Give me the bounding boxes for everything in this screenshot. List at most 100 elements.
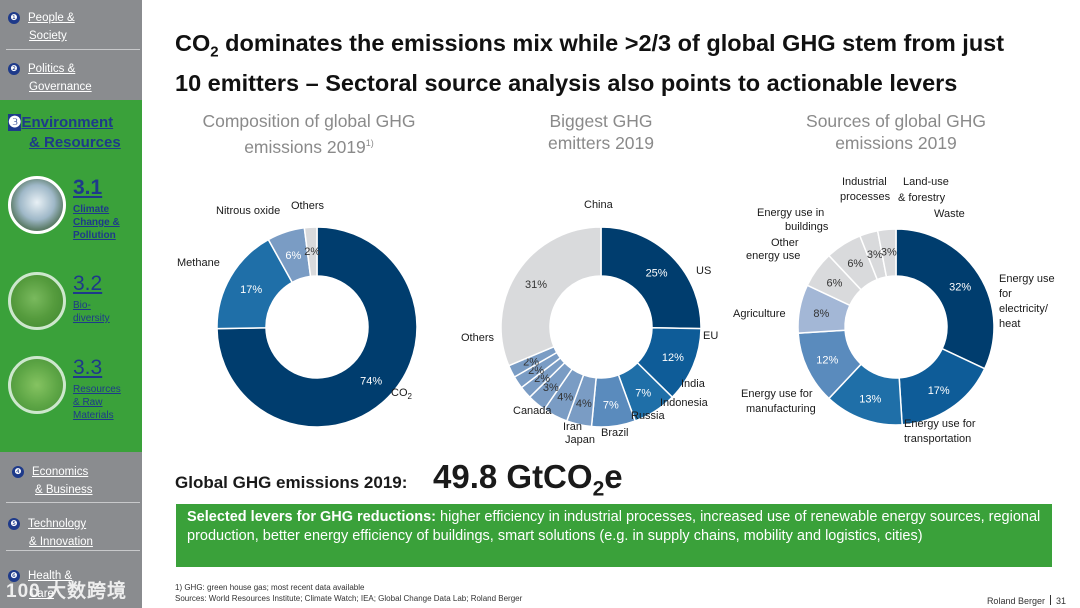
subnav-climate[interactable]: 3.1 Climate Change & Pollution <box>6 176 140 248</box>
subnav-code[interactable]: 3.3 <box>73 356 103 379</box>
value-label: 17% <box>240 284 262 296</box>
donut-segment-indonesia <box>565 373 597 428</box>
subnav-label-line: & Raw <box>73 397 103 408</box>
category-label: manufacturing <box>746 403 816 415</box>
donut-segment-energy-use-for-transportation <box>898 347 986 426</box>
value-label: 25% <box>646 267 668 279</box>
donut-segment-energy-use-in-buildings <box>806 254 863 307</box>
category-label: Others <box>461 332 495 344</box>
total-label: Global GHG emissions 2019: <box>175 473 408 492</box>
donut-segment-eu <box>617 361 674 422</box>
nav-link[interactable]: Health & <box>28 570 73 582</box>
value-label: 31% <box>525 279 547 291</box>
category-label: Industrial <box>842 176 887 188</box>
category-label: transportation <box>904 433 971 445</box>
category-label: EU <box>703 330 718 342</box>
levers-callout: Selected levers for GHG reductions: high… <box>176 504 1052 567</box>
total-emissions: Global GHG emissions 2019: 49.8 GtCO2e <box>175 458 875 501</box>
donut-segment-land-use-forestry <box>858 229 888 281</box>
category-label: electricity/ <box>999 303 1049 315</box>
nav-item-technology[interactable]: ❺ Technology & Innovation <box>0 514 142 550</box>
donut-segment-china <box>600 226 702 330</box>
category-label: Russia <box>631 410 666 422</box>
nav-link[interactable]: Politics & <box>28 63 76 75</box>
page-number: 31 <box>1055 596 1066 606</box>
footnote-line: 1) GHG: green house gas; most recent dat… <box>175 583 365 592</box>
nav-item-environment-active[interactable]: ❸Environment & Resources 3.1 Climate Cha… <box>0 100 142 452</box>
value-label: 6% <box>847 258 863 270</box>
subnav-label-line: diversity <box>73 313 110 324</box>
nav-item-health[interactable]: ❻ Health & Care <box>0 566 142 602</box>
value-label: 4% <box>576 398 592 410</box>
nav-item-politics[interactable]: ❷ Politics & Governance <box>0 59 142 95</box>
nav-link[interactable]: Governance <box>29 81 92 93</box>
value-label: 2% <box>523 357 539 369</box>
nav-link[interactable]: Technology <box>28 518 87 530</box>
category-label: China <box>584 199 614 211</box>
page-title: CO2 dominates the emissions mix while >2… <box>175 28 1055 99</box>
subnav-label-line: Bio- <box>73 300 91 311</box>
category-label: Land-use <box>903 176 949 188</box>
nav-item-economics[interactable]: ❹ Economics & Business <box>0 462 142 498</box>
nav-link[interactable]: Environment <box>21 114 114 131</box>
category-label: Energy use in <box>757 207 824 219</box>
donut-segment-waste <box>876 228 897 278</box>
category-label: & forestry <box>898 192 946 204</box>
subnav-code[interactable]: 3.1 <box>73 176 103 199</box>
value-label: 12% <box>662 352 684 364</box>
nav-link[interactable]: Economics <box>32 466 89 478</box>
title-text: 10 emitters – Sectoral source analysis a… <box>175 69 958 96</box>
donut-segment-energy-use-for-manufacturing <box>827 363 903 426</box>
nav-divider <box>6 502 140 503</box>
subnav-resources[interactable]: 3.3 Resources & Raw Materials <box>6 356 140 426</box>
nav-link[interactable]: Care <box>29 588 54 600</box>
subnav-biodiversity[interactable]: 3.2 Bio- diversity <box>6 272 140 332</box>
donut-segment-others <box>303 226 318 278</box>
subnav-label-line: Pollution <box>73 230 116 241</box>
nav-environment-title[interactable]: ❸Environment & Resources <box>8 113 121 153</box>
subnav-label[interactable]: Bio- diversity <box>73 299 110 325</box>
nav-link[interactable]: People & <box>28 12 75 24</box>
category-label: heat <box>999 318 1020 330</box>
chart-title-line: emissions 2019 <box>244 136 366 157</box>
category-label: CO2 <box>391 387 413 401</box>
category-label: Methane <box>177 257 220 269</box>
donut-segment-iran <box>513 351 562 389</box>
subnav-label-line: Materials <box>73 410 114 421</box>
value-label: 17% <box>928 385 950 397</box>
donut-segment-co2 <box>216 226 418 428</box>
value-label: 13% <box>859 394 881 406</box>
nav-link[interactable]: & Business <box>35 484 93 496</box>
subnav-label[interactable]: Resources & Raw Materials <box>73 383 121 422</box>
nav-link[interactable]: & Innovation <box>29 536 93 548</box>
chart-title-line: Biggest GHG <box>549 111 653 131</box>
total-value-text: e <box>604 458 623 495</box>
subnav-label[interactable]: Climate Change & Pollution <box>73 203 120 242</box>
nav-divider <box>6 49 140 50</box>
nav-item-people[interactable]: ❶ People & Society <box>0 8 142 44</box>
nav-number-badge: ❸ <box>8 114 22 131</box>
subnav-label-line: Resources <box>73 384 121 395</box>
category-label: Canada <box>513 405 552 417</box>
chart-title-emitters: Biggest GHG emitters 2019 <box>471 110 731 154</box>
chart-title-line: Sources of global GHG <box>806 111 986 131</box>
sources-line: Sources: World Resources Institute; Clim… <box>175 594 523 603</box>
category-label: Agriculture <box>733 308 786 320</box>
subnav-code[interactable]: 3.2 <box>73 272 103 295</box>
category-label: for <box>999 288 1012 300</box>
biodiversity-image <box>8 272 66 330</box>
donut-segment-industrial-processes <box>827 234 879 291</box>
nav-link[interactable]: Society <box>29 30 67 42</box>
donut-segment-other-energy-use <box>797 284 851 334</box>
chart-title-line: emitters 2019 <box>547 133 655 153</box>
levers-heading: Selected levers for GHG reductions: <box>187 509 436 525</box>
category-label: Others <box>291 200 325 212</box>
donut-segment-methane <box>216 238 294 330</box>
nav-link[interactable]: & Resources <box>29 134 121 151</box>
value-label: 7% <box>635 388 651 400</box>
category-label: Other <box>771 237 799 249</box>
value-label: 4% <box>557 391 573 403</box>
value-label: 12% <box>816 354 838 366</box>
category-label: Indonesia <box>660 397 709 409</box>
value-label: 6% <box>285 250 301 262</box>
